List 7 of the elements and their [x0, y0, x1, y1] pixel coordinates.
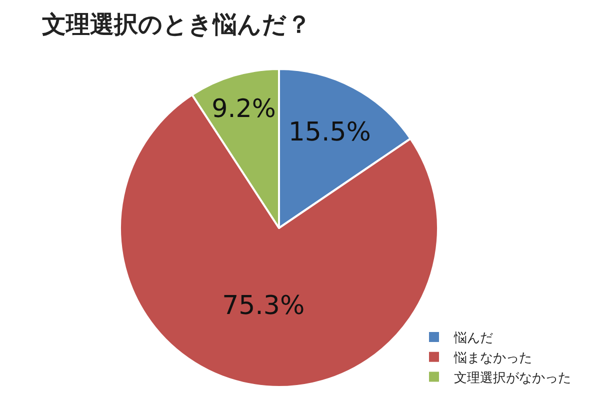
data-label: 9.2% — [212, 94, 276, 124]
legend-label: 悩まなかった — [453, 350, 532, 366]
legend-label: 文理選択がなかった — [454, 370, 571, 386]
chart-title: 文理選択のとき悩んだ？ — [42, 10, 311, 38]
legend-label: 悩んだ — [453, 331, 493, 346]
data-label: 75.3% — [222, 290, 305, 321]
data-label: 15.5% — [288, 117, 371, 148]
